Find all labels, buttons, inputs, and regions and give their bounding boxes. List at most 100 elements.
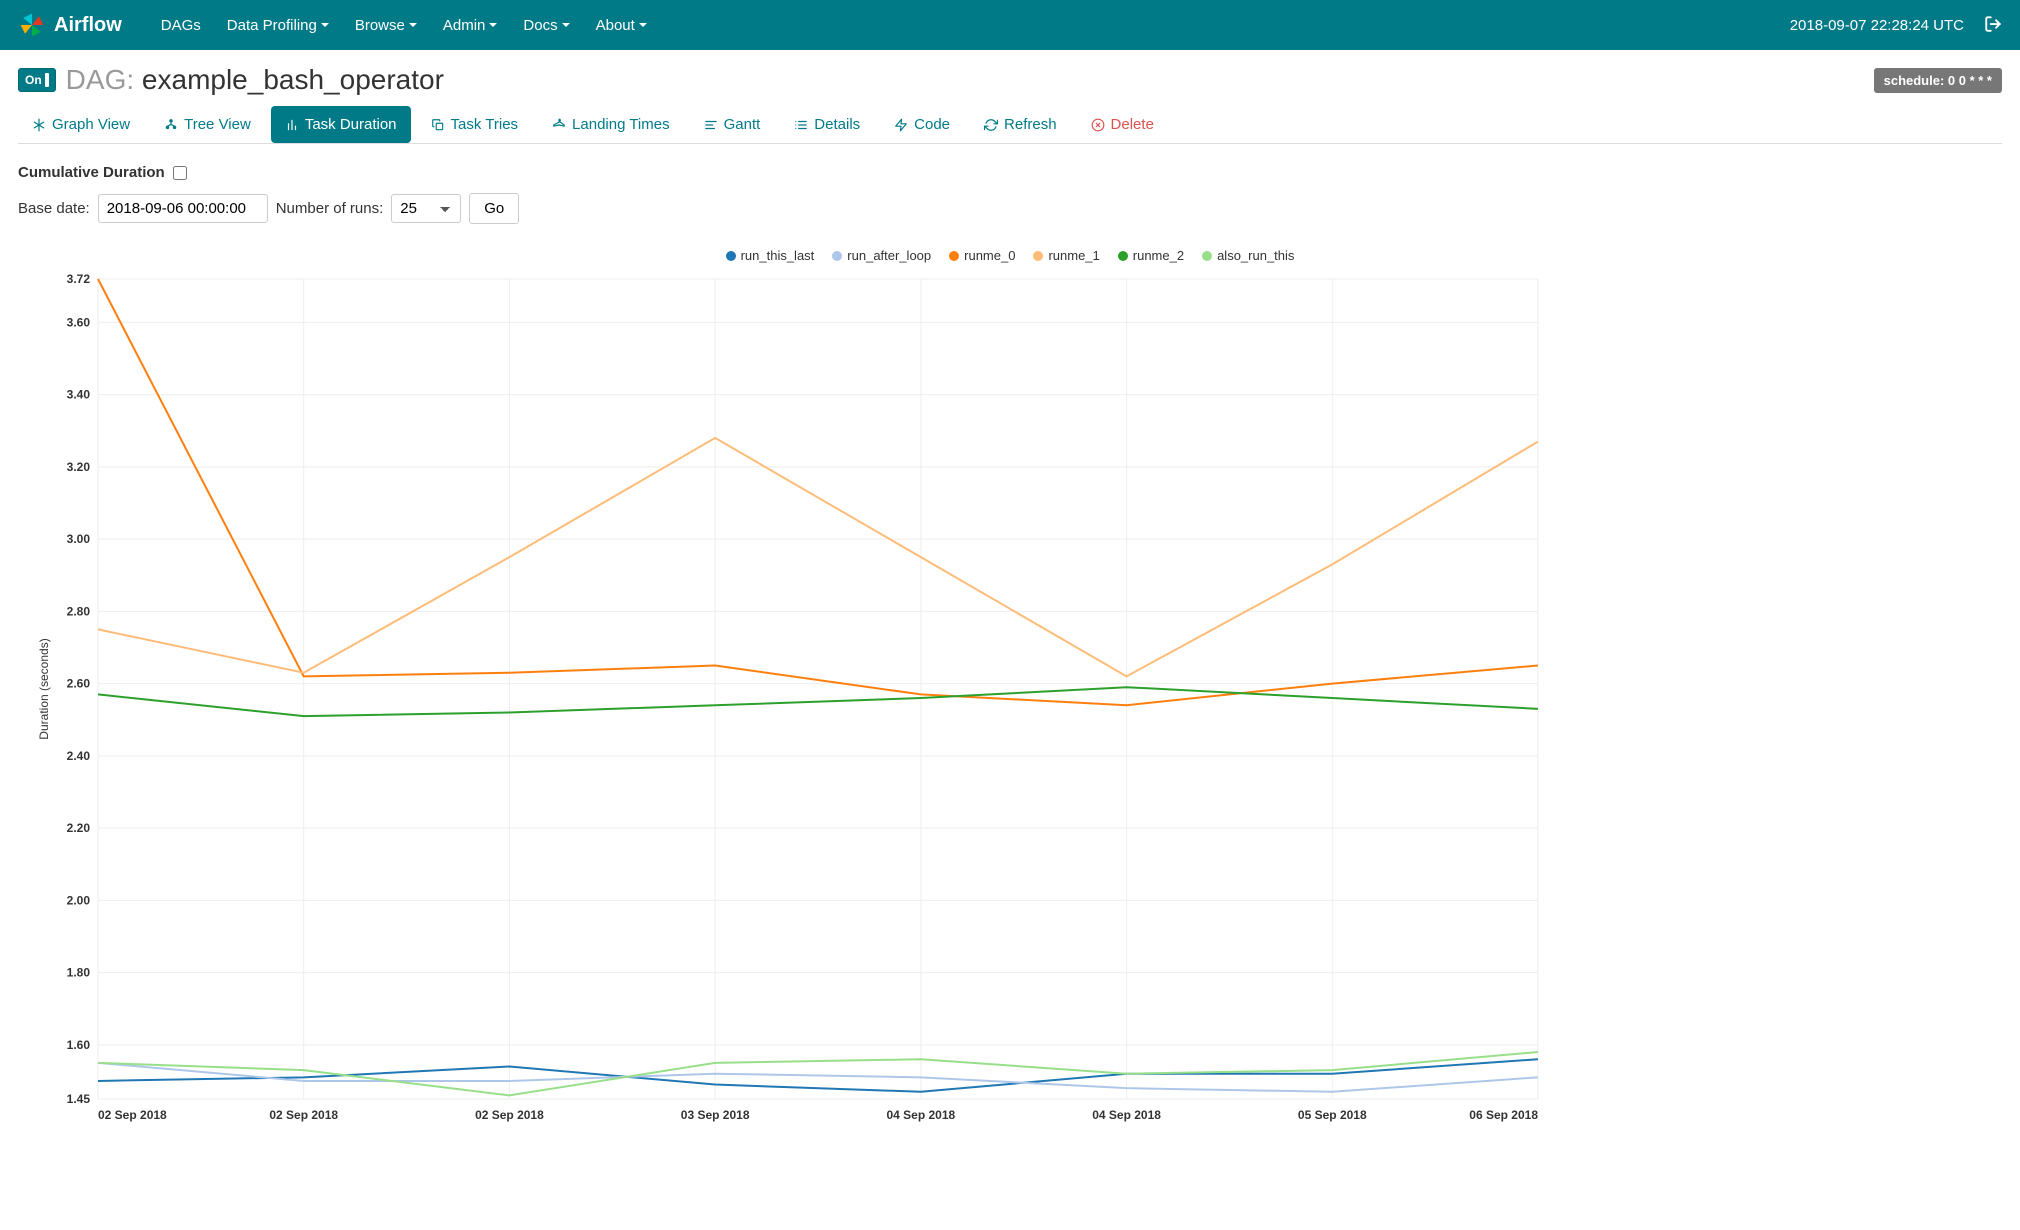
tab-label: Tree View (184, 116, 251, 133)
base-date-input[interactable] (98, 194, 268, 223)
schedule-badge: schedule: 0 0 * * * (1874, 68, 2002, 93)
svg-text:1.45: 1.45 (67, 1092, 91, 1106)
tab-label: Code (914, 116, 950, 133)
tab-task-duration[interactable]: Task Duration (271, 106, 411, 143)
svg-text:04 Sep 2018: 04 Sep 2018 (886, 1108, 955, 1122)
legend-dot-icon (1033, 251, 1043, 261)
legend-item-runme_0[interactable]: runme_0 (949, 248, 1015, 263)
caret-down-icon (562, 23, 570, 27)
legend-label: runme_0 (964, 248, 1015, 263)
tab-label: Details (814, 116, 860, 133)
caret-down-icon (489, 23, 497, 27)
cumulative-checkbox[interactable] (173, 166, 187, 180)
svg-text:2.00: 2.00 (67, 893, 91, 907)
base-date-label: Base date: (18, 200, 90, 217)
tab-tree-view[interactable]: Tree View (150, 106, 265, 143)
legend-label: runme_2 (1133, 248, 1184, 263)
tab-task-tries[interactable]: Task Tries (417, 106, 533, 143)
nav-item-data-profiling[interactable]: Data Profiling (214, 2, 342, 49)
svg-text:1.60: 1.60 (67, 1038, 91, 1052)
svg-text:2.80: 2.80 (67, 604, 91, 618)
tab-code[interactable]: Code (880, 106, 964, 143)
tab-label: Gantt (724, 116, 761, 133)
legend-label: run_this_last (741, 248, 815, 263)
svg-text:3.72: 3.72 (67, 272, 91, 286)
tab-label: Landing Times (572, 116, 670, 133)
legend-dot-icon (1118, 251, 1128, 261)
legend-dot-icon (726, 251, 736, 261)
svg-text:02 Sep 2018: 02 Sep 2018 (98, 1108, 167, 1122)
navbar: Airflow DAGsData ProfilingBrowseAdminDoc… (0, 0, 2020, 50)
bolt-icon (894, 118, 908, 132)
tab-gantt[interactable]: Gantt (690, 106, 775, 143)
tab-label: Refresh (1004, 116, 1057, 133)
logout-icon[interactable] (1984, 15, 2002, 36)
align-left-icon (704, 118, 718, 132)
tab-details[interactable]: Details (780, 106, 874, 143)
legend-label: run_after_loop (847, 248, 931, 263)
dag-toggle[interactable]: On (18, 68, 56, 92)
tab-label: Delete (1111, 116, 1154, 133)
svg-text:2.60: 2.60 (67, 677, 91, 691)
svg-text:06 Sep 2018: 06 Sep 2018 (1469, 1108, 1538, 1122)
tab-landing-times[interactable]: Landing Times (538, 106, 684, 143)
times-circle-icon (1091, 118, 1105, 132)
legend-item-runme_1[interactable]: runme_1 (1033, 248, 1099, 263)
dag-prefix: DAG: (66, 64, 134, 95)
dag-toggle-label: On (25, 73, 42, 87)
dag-title: DAG: example_bash_operator (66, 64, 444, 96)
tab-label: Task Duration (305, 116, 397, 133)
legend-dot-icon (832, 251, 842, 261)
page-header: On DAG: example_bash_operator schedule: … (18, 64, 2002, 96)
tab-label: Graph View (52, 116, 130, 133)
refresh-icon (984, 118, 998, 132)
svg-text:05 Sep 2018: 05 Sep 2018 (1298, 1108, 1367, 1122)
tab-label: Task Tries (451, 116, 519, 133)
task-duration-chart: 1.451.601.802.002.202.402.602.803.003.20… (18, 269, 1558, 1139)
svg-text:1.80: 1.80 (67, 966, 91, 980)
nav-item-docs[interactable]: Docs (510, 2, 582, 49)
tab-delete[interactable]: Delete (1077, 106, 1168, 143)
svg-text:2.40: 2.40 (67, 749, 91, 763)
svg-text:Duration (seconds): Duration (seconds) (37, 638, 51, 739)
nav-item-dags[interactable]: DAGs (148, 2, 214, 49)
utc-clock: 2018-09-07 22:28:24 UTC (1790, 17, 1964, 34)
legend-item-run_after_loop[interactable]: run_after_loop (832, 248, 931, 263)
plane-icon (552, 118, 566, 132)
svg-text:3.20: 3.20 (67, 460, 91, 474)
nav-item-browse[interactable]: Browse (342, 2, 430, 49)
nav-item-about[interactable]: About (583, 2, 660, 49)
svg-text:02 Sep 2018: 02 Sep 2018 (269, 1108, 338, 1122)
tab-bar: Graph View Tree View Task Duration Task Tri… (18, 106, 2002, 144)
legend-label: runme_1 (1048, 248, 1099, 263)
svg-text:02 Sep 2018: 02 Sep 2018 (475, 1108, 544, 1122)
nav-item-admin[interactable]: Admin (430, 2, 511, 49)
tab-refresh[interactable]: Refresh (970, 106, 1071, 143)
caret-down-icon (639, 23, 647, 27)
airflow-logo-icon (18, 11, 46, 39)
svg-text:03 Sep 2018: 03 Sep 2018 (681, 1108, 750, 1122)
svg-text:3.60: 3.60 (67, 315, 91, 329)
svg-text:3.40: 3.40 (67, 388, 91, 402)
nav-links: DAGsData ProfilingBrowseAdminDocsAbout (148, 2, 660, 49)
runs-label: Number of runs: (276, 200, 384, 217)
toggle-knob-icon (45, 73, 49, 87)
copy-icon (431, 118, 445, 132)
legend-dot-icon (1202, 251, 1212, 261)
go-button[interactable]: Go (469, 193, 519, 224)
runs-select[interactable]: 25 (391, 194, 461, 223)
legend-item-run_this_last[interactable]: run_this_last (726, 248, 815, 263)
svg-text:2.20: 2.20 (67, 821, 91, 835)
legend-label: also_run_this (1217, 248, 1294, 263)
svg-text:04 Sep 2018: 04 Sep 2018 (1092, 1108, 1161, 1122)
legend-item-runme_2[interactable]: runme_2 (1118, 248, 1184, 263)
snowflake-icon (32, 118, 46, 132)
tab-graph-view[interactable]: Graph View (18, 106, 144, 143)
brand-link[interactable]: Airflow (18, 11, 122, 39)
tree-icon (164, 118, 178, 132)
list-icon (794, 118, 808, 132)
legend-dot-icon (949, 251, 959, 261)
caret-down-icon (409, 23, 417, 27)
legend-item-also_run_this[interactable]: also_run_this (1202, 248, 1294, 263)
caret-down-icon (321, 23, 329, 27)
